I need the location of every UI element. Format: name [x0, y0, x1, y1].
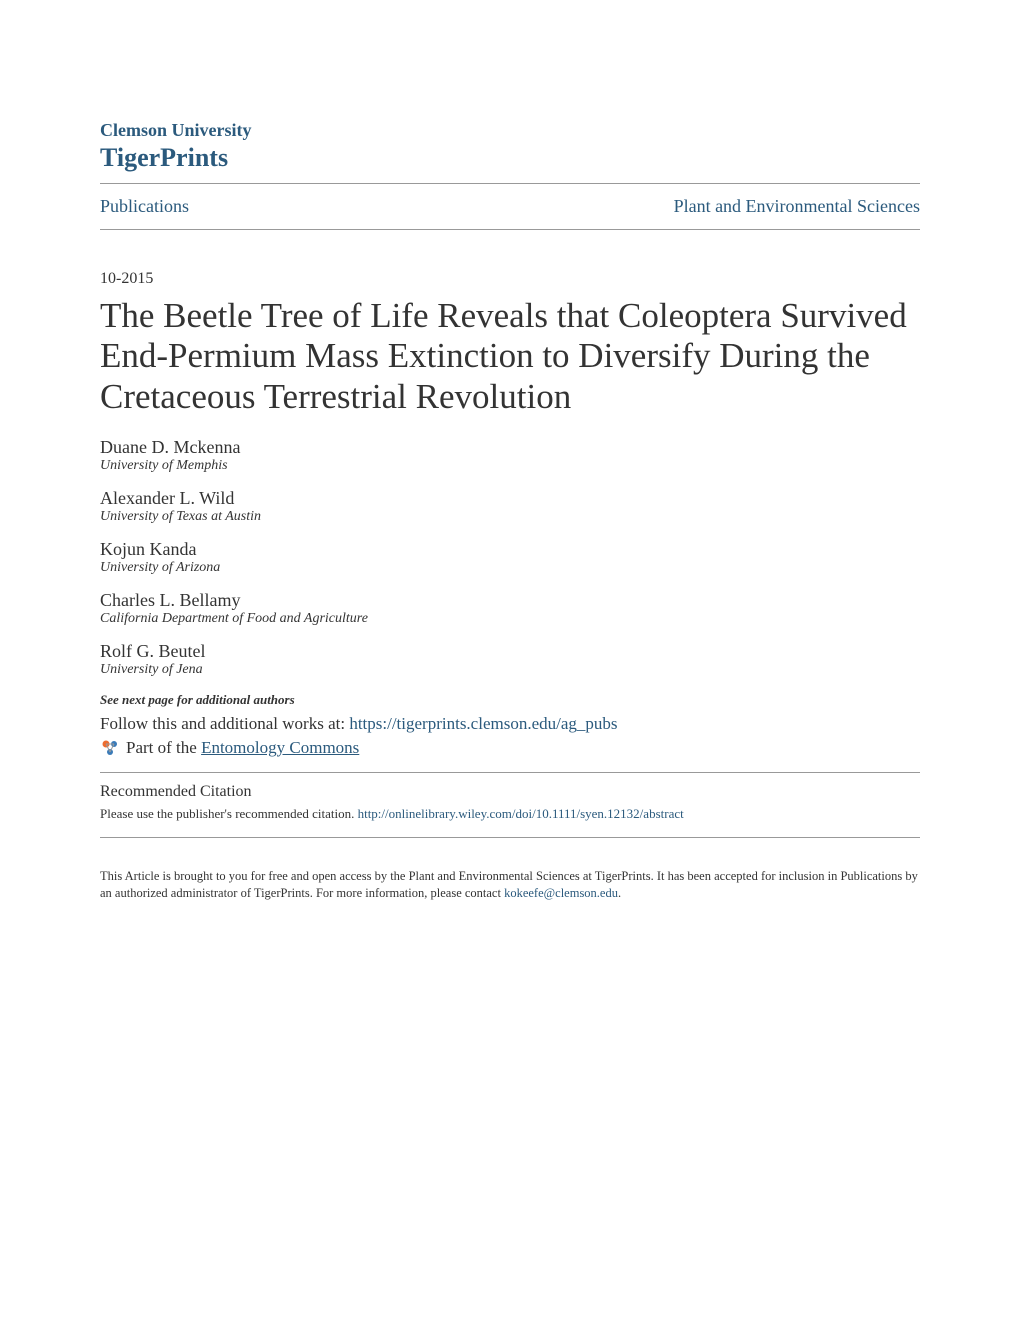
- author-name: Rolf G. Beutel: [100, 641, 920, 662]
- author-name: Alexander L. Wild: [100, 488, 920, 509]
- follow-url-link[interactable]: https://tigerprints.clemson.edu/ag_pubs: [349, 714, 617, 733]
- footer-text-part2: .: [618, 886, 621, 900]
- recommended-citation-text: Please use the publisher's recommended c…: [100, 805, 920, 823]
- paper-title: The Beetle Tree of Life Reveals that Col…: [100, 296, 920, 417]
- commons-network-icon: [100, 738, 120, 758]
- author-affiliation: California Department of Food and Agricu…: [100, 611, 920, 627]
- author-affiliation: University of Arizona: [100, 560, 920, 576]
- author-affiliation: University of Jena: [100, 662, 920, 678]
- author-block: Kojun KandaUniversity of Arizona: [100, 539, 920, 576]
- author-affiliation: University of Texas at Austin: [100, 509, 920, 525]
- author-name: Kojun Kanda: [100, 539, 920, 560]
- author-affiliation: University of Memphis: [100, 458, 920, 474]
- follow-prefix: Follow this and additional works at:: [100, 714, 349, 733]
- citation-url-link[interactable]: http://onlinelibrary.wiley.com/doi/10.11…: [358, 806, 684, 821]
- author-block: Rolf G. BeutelUniversity of Jena: [100, 641, 920, 678]
- follow-works-line: Follow this and additional works at: htt…: [100, 714, 920, 734]
- nav-row: Publications Plant and Environmental Sci…: [100, 183, 920, 230]
- recommended-citation-heading: Recommended Citation: [100, 783, 920, 801]
- divider: [100, 772, 920, 773]
- author-name: Duane D. Mckenna: [100, 437, 920, 458]
- page-header: Clemson University TigerPrints: [100, 120, 920, 173]
- authors-list: Duane D. MckennaUniversity of Memphis Ale…: [100, 437, 920, 678]
- entomology-commons-link[interactable]: Entomology Commons: [201, 738, 359, 758]
- footer-email-link[interactable]: kokeefe@clemson.edu: [504, 886, 618, 900]
- author-block: Alexander L. WildUniversity of Texas at …: [100, 488, 920, 525]
- institution-name: Clemson University: [100, 120, 920, 141]
- nav-publications-link[interactable]: Publications: [100, 196, 189, 217]
- author-block: Charles L. BellamyCalifornia Department …: [100, 590, 920, 627]
- see-more-authors: See next page for additional authors: [100, 692, 920, 708]
- footer-disclaimer: This Article is brought to you for free …: [100, 868, 920, 903]
- nav-department-link[interactable]: Plant and Environmental Sciences: [674, 196, 920, 217]
- publication-date: 10-2015: [100, 270, 920, 288]
- part-of-prefix: Part of the: [126, 738, 197, 758]
- repository-name[interactable]: TigerPrints: [100, 143, 920, 173]
- bottom-divider: [100, 837, 920, 838]
- author-name: Charles L. Bellamy: [100, 590, 920, 611]
- citation-prefix: Please use the publisher's recommended c…: [100, 806, 358, 821]
- part-of-line: Part of the Entomology Commons: [100, 738, 920, 758]
- author-block: Duane D. MckennaUniversity of Memphis: [100, 437, 920, 474]
